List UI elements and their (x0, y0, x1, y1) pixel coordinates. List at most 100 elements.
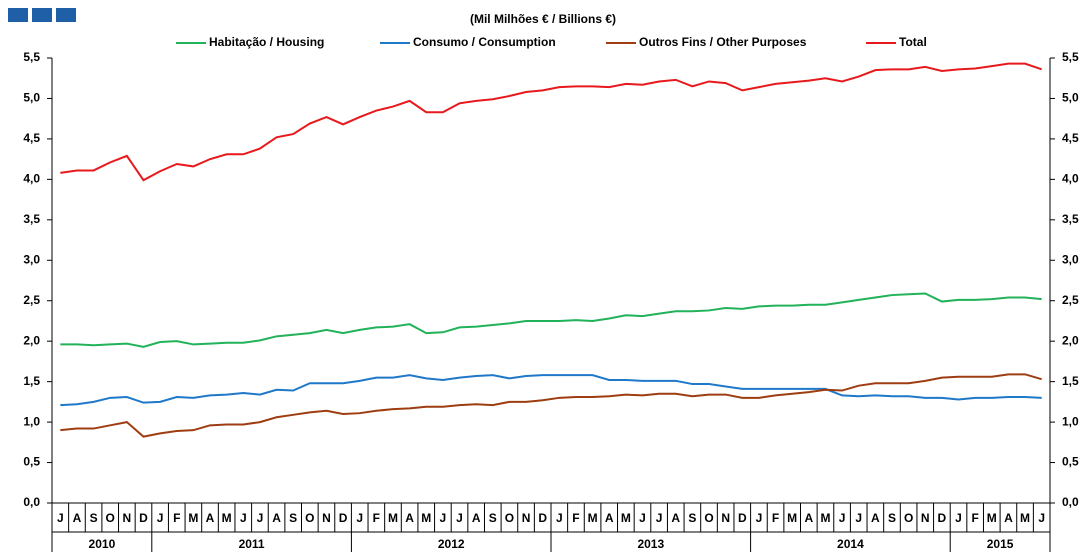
x-tick-label: A (871, 511, 880, 525)
logo-block (56, 8, 76, 22)
x-tick-label: A (73, 511, 82, 525)
x-tick-label: J (257, 511, 264, 525)
x-tick-label: A (605, 511, 614, 525)
y2-tick-label: 1,5 (1062, 374, 1079, 388)
x-tick-label: F (772, 511, 779, 525)
x-tick-label: J (456, 511, 463, 525)
x-tick-label: D (738, 511, 747, 525)
x-tick-label: J (639, 511, 646, 525)
x-tick-label: M (188, 511, 198, 525)
year-label: 2013 (637, 537, 664, 551)
x-tick-label: N (123, 511, 132, 525)
x-tick-label: M (987, 511, 997, 525)
x-tick-label: A (472, 511, 481, 525)
y2-tick-label: 5,0 (1062, 91, 1079, 105)
x-tick-label: J (240, 511, 247, 525)
x-tick-label: J (756, 511, 763, 525)
x-tick-label: O (704, 511, 713, 525)
y-tick-label: 3,5 (23, 212, 40, 226)
y-tick-label: 2,0 (23, 333, 40, 347)
x-tick-label: D (139, 511, 148, 525)
y-tick-label: 0,0 (23, 495, 40, 509)
x-tick-label: S (289, 511, 297, 525)
x-tick-label: J (839, 511, 846, 525)
x-tick-label: M (787, 511, 797, 525)
y-tick-label: 3,0 (23, 252, 40, 266)
y-tick-label: 4,5 (23, 131, 40, 145)
x-tick-label: D (538, 511, 547, 525)
x-tick-label: M (621, 511, 631, 525)
x-tick-label: M (1020, 511, 1030, 525)
legend-label: Outros Fins / Other Purposes (639, 35, 807, 49)
x-tick-label: F (971, 511, 978, 525)
year-label: 2011 (239, 537, 265, 551)
y2-tick-label: 2,5 (1062, 293, 1079, 307)
x-tick-label: J (1038, 511, 1045, 525)
y2-tick-label: 4,0 (1062, 172, 1079, 186)
x-tick-label: A (272, 511, 281, 525)
x-tick-label: S (688, 511, 696, 525)
x-tick-label: M (820, 511, 830, 525)
y-tick-label: 1,5 (23, 374, 40, 388)
x-tick-label: N (522, 511, 531, 525)
series-line (60, 374, 1042, 407)
x-tick-label: J (656, 511, 663, 525)
y2-tick-label: 1,0 (1062, 414, 1079, 428)
y2-tick-label: 4,5 (1062, 131, 1079, 145)
series-line (60, 292, 1042, 348)
x-tick-label: O (106, 511, 115, 525)
y2-tick-label: 5,5 (1062, 50, 1079, 64)
series-line (60, 62, 1043, 182)
y-tick-label: 5,5 (23, 50, 40, 64)
x-tick-label: S (489, 511, 497, 525)
x-tick-label: S (90, 511, 98, 525)
x-tick-label: D (938, 511, 947, 525)
series-line (60, 373, 1042, 438)
x-tick-label: J (556, 511, 563, 525)
y2-tick-label: 0,0 (1062, 495, 1079, 509)
legend-label: Total (899, 35, 927, 49)
y-tick-label: 2,5 (23, 293, 40, 307)
year-label: 2012 (438, 537, 465, 551)
year-label: 2010 (89, 537, 116, 551)
y-tick-label: 5,0 (23, 91, 40, 105)
x-tick-label: F (173, 511, 180, 525)
logo-block (8, 8, 28, 22)
chart-subtitle: (Mil Milhões € / Billions €) (470, 12, 616, 26)
x-tick-label: M (222, 511, 232, 525)
x-tick-label: S (888, 511, 896, 525)
x-tick-label: O (505, 511, 514, 525)
legend-label: Consumo / Consumption (413, 35, 556, 49)
x-tick-label: A (206, 511, 215, 525)
year-label: 2015 (987, 537, 1014, 551)
x-tick-label: F (572, 511, 579, 525)
x-tick-label: J (855, 511, 862, 525)
x-tick-label: A (1004, 511, 1013, 525)
year-label: 2014 (837, 537, 864, 551)
x-tick-label: N (322, 511, 331, 525)
x-tick-label: O (904, 511, 913, 525)
y-tick-label: 4,0 (23, 172, 40, 186)
y2-tick-label: 2,0 (1062, 333, 1079, 347)
x-tick-label: D (339, 511, 348, 525)
x-tick-label: N (721, 511, 730, 525)
x-tick-label: J (440, 511, 447, 525)
x-tick-label: J (356, 511, 363, 525)
x-tick-label: N (921, 511, 930, 525)
y-tick-label: 1,0 (23, 414, 40, 428)
y-tick-label: 0,5 (23, 455, 40, 469)
y2-tick-label: 3,5 (1062, 212, 1079, 226)
y2-tick-label: 3,0 (1062, 252, 1079, 266)
x-tick-label: F (373, 511, 380, 525)
legend-label: Habitação / Housing (209, 35, 324, 49)
logo-block (32, 8, 52, 22)
x-tick-label: O (305, 511, 314, 525)
x-tick-label: A (671, 511, 680, 525)
x-tick-label: A (405, 511, 414, 525)
x-tick-label: J (157, 511, 164, 525)
x-tick-label: M (388, 511, 398, 525)
y2-tick-label: 0,5 (1062, 455, 1079, 469)
x-tick-label: M (588, 511, 598, 525)
x-tick-label: J (955, 511, 962, 525)
